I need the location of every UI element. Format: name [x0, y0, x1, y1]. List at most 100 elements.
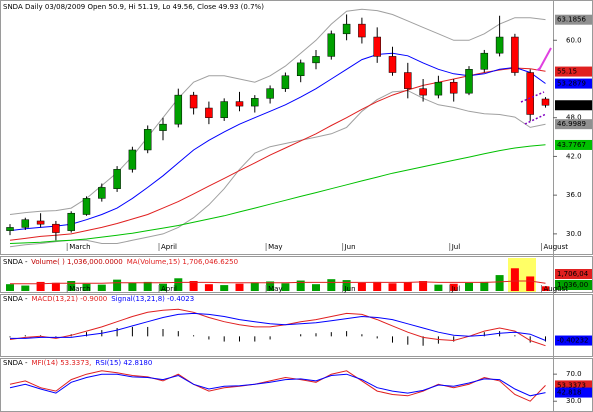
volume-bar	[67, 281, 76, 291]
candle-body	[266, 88, 274, 99]
value-box	[555, 280, 592, 290]
volume-bar	[403, 282, 412, 291]
y-tick-label: 42.0	[566, 152, 582, 160]
panel-title: SNDA -	[3, 359, 28, 367]
volume-bar	[266, 281, 275, 291]
candle-body	[67, 212, 75, 231]
indicator-line	[9, 308, 546, 347]
candle-body	[526, 72, 534, 115]
volume-bar	[434, 284, 443, 291]
x-tick-label: Jul	[451, 243, 461, 251]
x-tick-label: Jun	[344, 285, 356, 293]
legend-entry: RSI(15) 42.8180	[95, 359, 152, 367]
value-box	[555, 380, 592, 391]
trend-line	[520, 91, 545, 103]
legend-entry: MFI(14) 53.3373,	[32, 359, 92, 367]
volume-bar	[6, 284, 14, 291]
volume-bar	[510, 268, 519, 291]
volume-bar	[204, 284, 213, 291]
x-tick-label: May	[268, 285, 282, 293]
candle-body	[113, 169, 121, 189]
candle-body	[6, 227, 14, 231]
panel-title: SNDA -	[3, 295, 28, 303]
candle-body	[480, 52, 489, 70]
value-box-label: 46.9989	[557, 120, 586, 128]
candle-body	[220, 101, 228, 118]
macd-panel	[0, 294, 593, 357]
y-tick-label: 48.0	[566, 114, 582, 122]
price-panel	[0, 0, 593, 255]
moving-average	[9, 67, 546, 241]
volume-bar	[128, 282, 137, 291]
candle-body	[128, 149, 137, 170]
volume-bar	[220, 285, 229, 291]
arrow	[538, 47, 552, 71]
volume-bar	[97, 284, 106, 291]
volume-bar	[82, 283, 91, 291]
value-box	[555, 78, 592, 89]
value-box	[555, 387, 592, 398]
marks: 30.0 36.0 42.0 48.0 60.0 63.1856 55.15 53.2879 4…	[3, 8, 592, 405]
candle-body	[281, 75, 290, 89]
volume-ma	[10, 280, 546, 285]
volume-bar	[281, 283, 290, 291]
volume-bar	[21, 285, 30, 291]
candle-body	[251, 98, 259, 107]
x-tick-label: April	[161, 243, 177, 251]
moving-average	[9, 52, 546, 232]
y-tick-label: 70.0	[566, 370, 582, 378]
candle-body	[358, 23, 366, 38]
volume-bar	[36, 281, 45, 291]
candle-body	[495, 36, 504, 54]
value-box	[555, 14, 592, 25]
mfi-rsi-panel	[0, 358, 593, 412]
panel-header: SNDA - MACD(13,21) -0.9000 Signal(13,21,8)…	[3, 295, 194, 303]
volume-bar	[541, 286, 550, 291]
value-box	[555, 100, 592, 111]
volume-bar	[465, 282, 473, 291]
indicator-line	[9, 370, 546, 402]
y-tick-label: 30.0	[566, 397, 582, 405]
volume-bar	[235, 283, 244, 291]
candle-body	[404, 72, 412, 89]
legend-entry: Volume( ) 1,036,000.0000	[31, 258, 123, 266]
value-box-label: 55.15	[557, 68, 577, 76]
candle-body	[327, 33, 336, 57]
x-tick-label: May	[268, 243, 282, 251]
volume-bar	[113, 279, 122, 291]
volume-bar	[296, 280, 305, 291]
volume-bar	[419, 281, 428, 291]
candle-body	[52, 223, 60, 233]
legend-entry: MA(Volume,15) 1,706,046.6250	[127, 258, 238, 266]
x-tick-label: April	[161, 285, 177, 293]
candle-body	[388, 56, 397, 73]
volume-bar	[495, 275, 504, 291]
candle-body	[159, 123, 167, 131]
volume-bar	[357, 282, 366, 291]
value-box-label: 49.93	[557, 101, 577, 109]
candle-body	[419, 88, 427, 96]
candle-body	[434, 81, 443, 96]
x-tick-label: March	[69, 285, 90, 293]
value-box-label: -0.40232	[557, 337, 588, 345]
candle-body	[98, 187, 106, 199]
volume-bar	[373, 281, 382, 291]
y-tick-label: 36.0	[566, 191, 582, 199]
y-tick-label: 30.0	[566, 230, 582, 238]
x-tick-label: August	[544, 243, 569, 251]
volume-bar	[143, 281, 152, 291]
x-tick-label: Jun	[344, 243, 356, 251]
value-box-label: 53.2879	[557, 80, 586, 88]
value-box-label: 42.818	[557, 389, 582, 397]
candle-body	[82, 198, 91, 215]
volume-bar	[449, 283, 458, 291]
legend-entry: MACD(13,21) -0.9000	[32, 295, 108, 303]
x-tick-label: Jul	[451, 285, 461, 293]
value-box-label: 43.7767	[557, 141, 586, 149]
indicator-line	[9, 373, 546, 397]
value-box	[555, 269, 592, 279]
panel-header: SNDA - Volume( ) 1,036,000.0000 MA(Volume,…	[3, 258, 238, 266]
candle-body	[21, 219, 30, 228]
candle-body	[373, 36, 381, 57]
candle-body	[235, 101, 244, 107]
